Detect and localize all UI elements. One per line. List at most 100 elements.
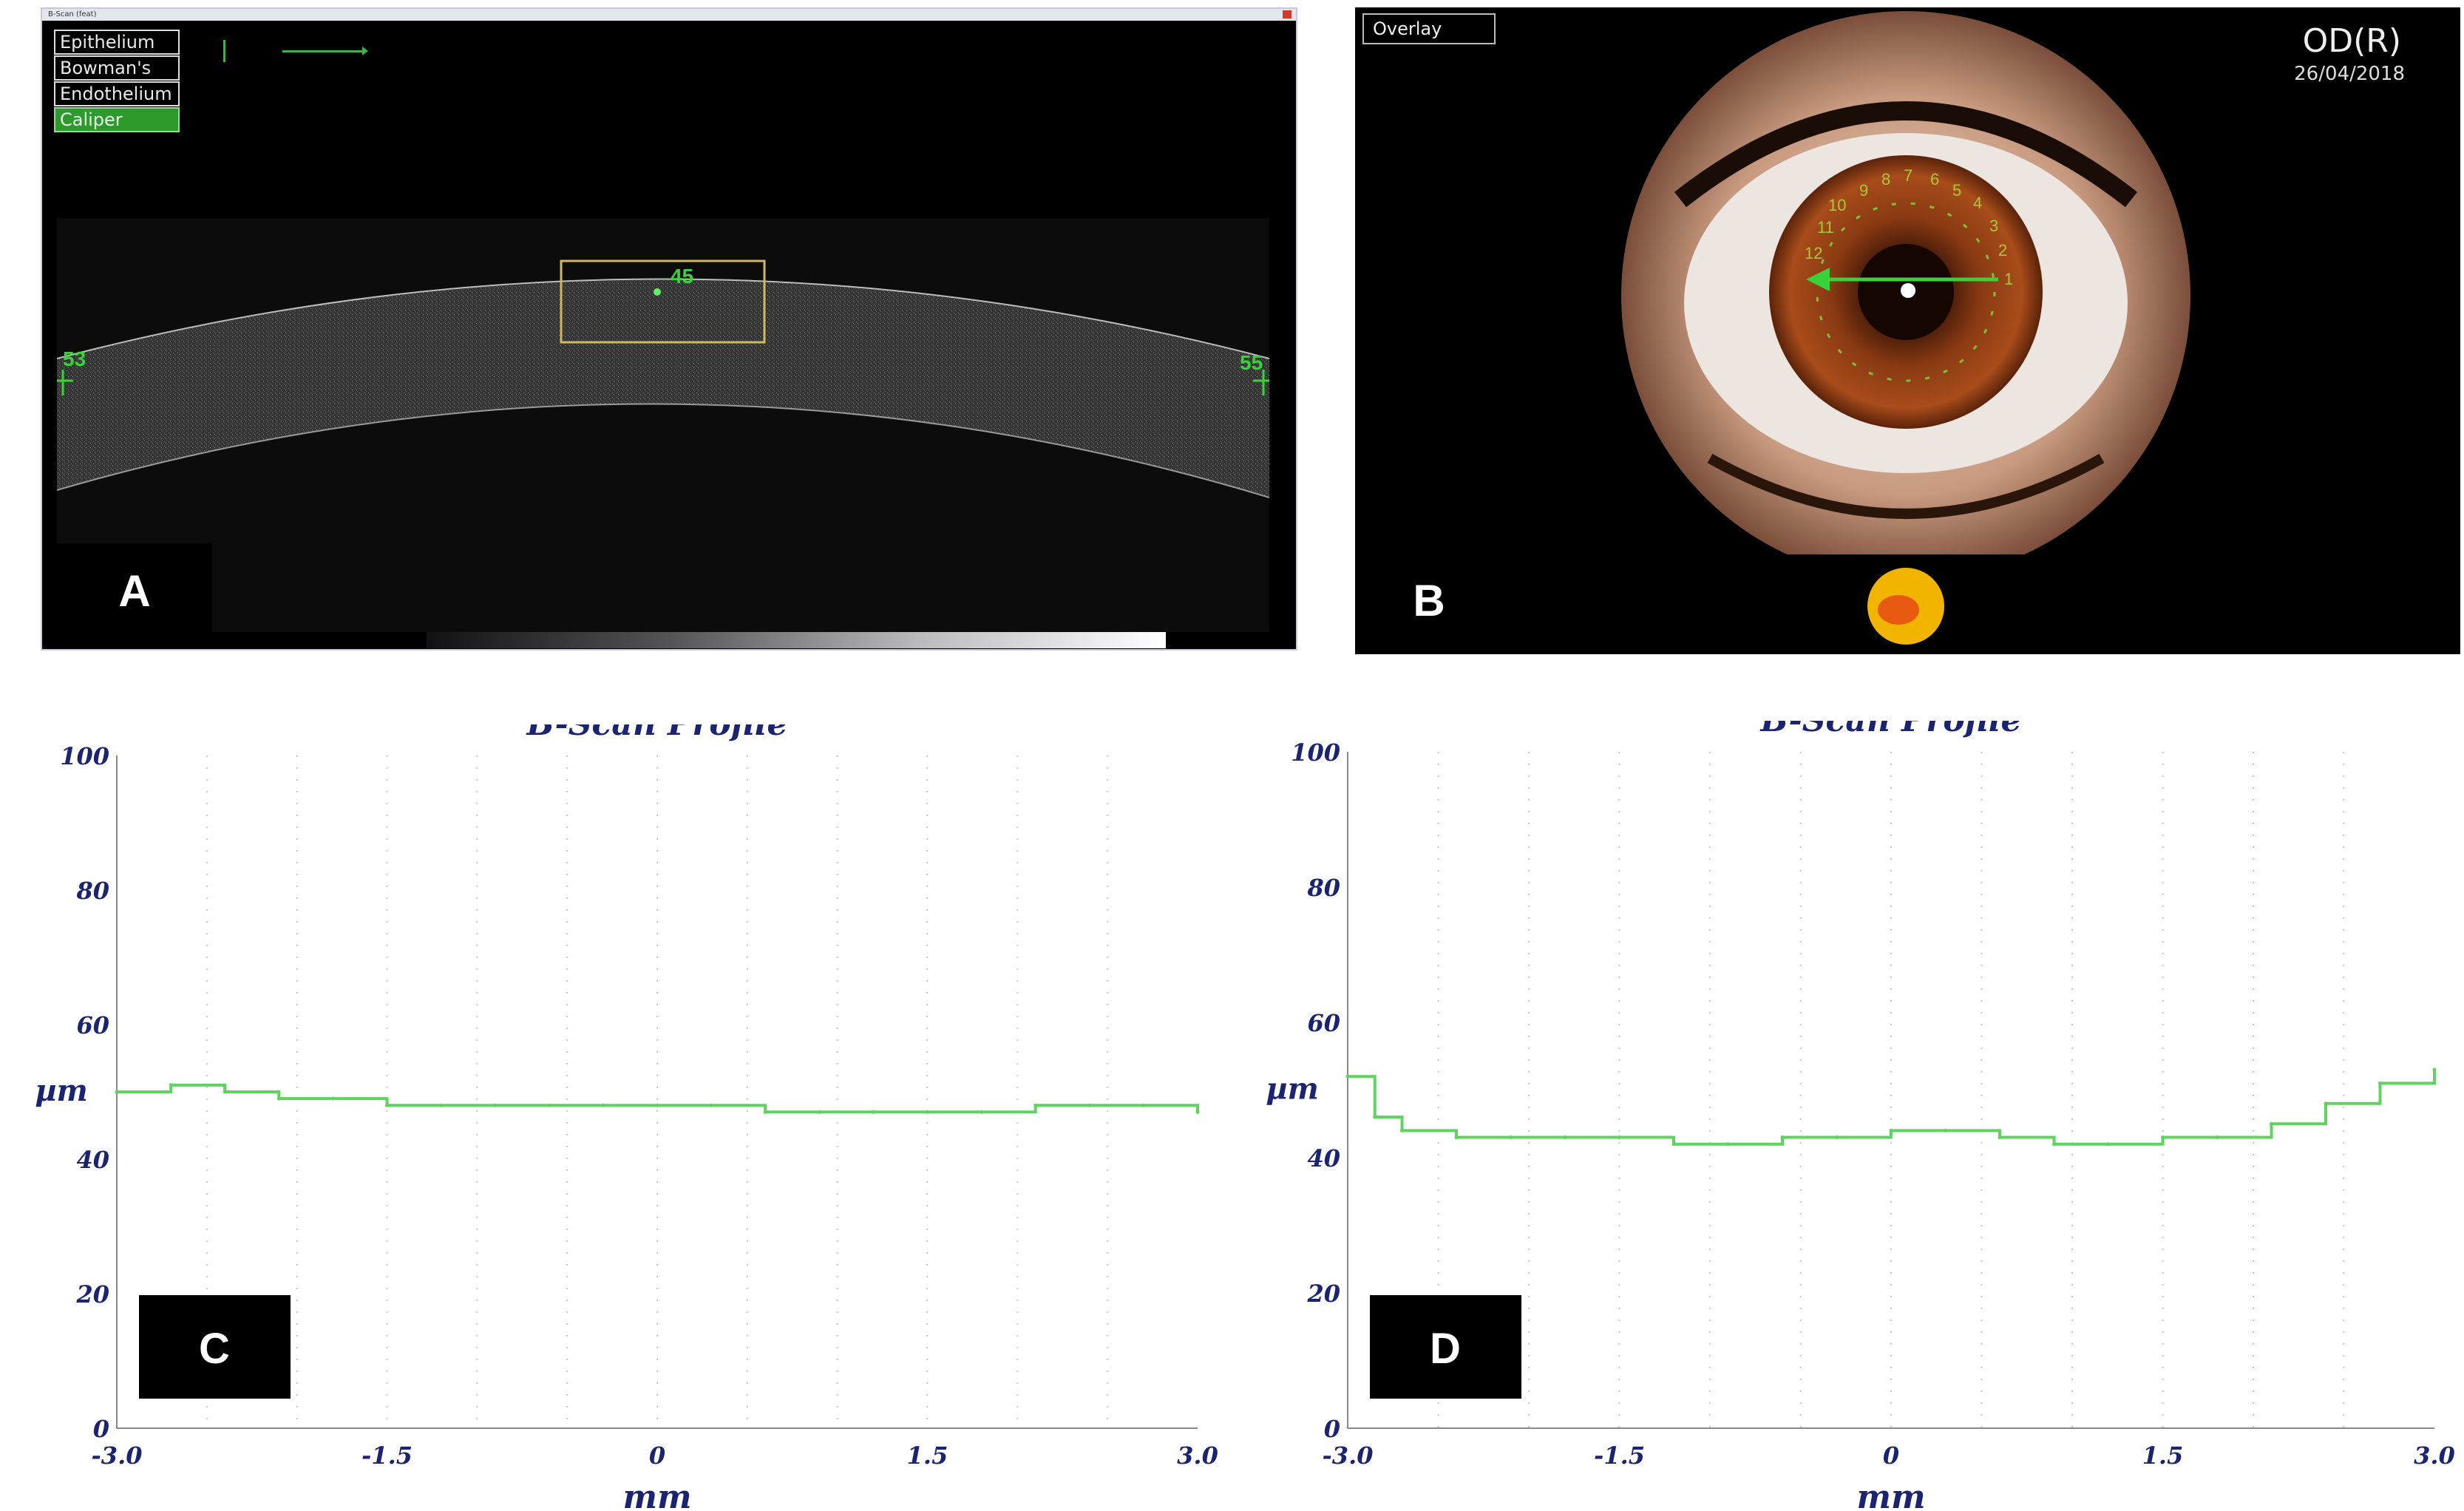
x-tick-label: 1.5 <box>2142 1442 2184 1470</box>
clock-number-11: 11 <box>1817 218 1834 237</box>
caliper-box <box>560 259 766 344</box>
profile-point <box>1400 1128 1404 1133</box>
x-axis-label: mm <box>622 1478 691 1511</box>
profile-point <box>1998 1135 2002 1140</box>
chart-title: B-Scan Profile <box>1759 721 2022 739</box>
profile-point <box>330 1096 335 1101</box>
profile-point <box>2106 1142 2111 1147</box>
scan-indicator <box>223 40 225 62</box>
profile-point <box>2052 1142 2056 1147</box>
y-tick-label: 80 <box>75 877 109 905</box>
y-tick-label: 60 <box>76 1011 109 1039</box>
profile-point <box>926 1110 929 1114</box>
eye-identifier: OD(R) <box>2302 22 2401 60</box>
x-tick-label: 3.0 <box>2414 1442 2455 1470</box>
profile-point <box>1944 1128 1947 1133</box>
x-tick-label: -1.5 <box>1594 1442 1645 1470</box>
profile-point <box>547 1103 551 1107</box>
x-tick-label: -3.0 <box>1323 1442 1374 1470</box>
profile-point <box>169 1083 173 1087</box>
y-tick-label: 0 <box>1324 1415 1340 1443</box>
right-thickness-value: 55 <box>1240 351 1263 374</box>
caliper-point <box>654 288 661 296</box>
y-tick-label: 0 <box>93 1415 109 1443</box>
bscan-window: B-Scan (feat) Epithelium Bowman's Endoth… <box>41 7 1297 651</box>
layer-endothelium[interactable]: Endothelium <box>54 81 180 106</box>
profile-point <box>493 1103 498 1107</box>
profile-point <box>2378 1081 2382 1085</box>
profile-point <box>763 1110 767 1114</box>
clock-number-10: 10 <box>1828 196 1846 214</box>
layer-epithelium[interactable]: Epithelium <box>54 30 180 55</box>
profile-point <box>1345 1074 1350 1079</box>
panel-label-c: C <box>199 1325 230 1373</box>
x-tick-label: 1.5 <box>907 1442 948 1470</box>
clock-number-4: 4 <box>1973 194 1982 212</box>
bscan-profile-chart-d: B-Scan Profile 0 20 40 60 80 100 -3.0 -1.5 0 1.5 3.… <box>1266 721 2455 1511</box>
profile-point <box>1034 1103 1038 1107</box>
y-tick-label: 100 <box>60 742 109 770</box>
clock-number-2: 2 <box>1998 241 2007 259</box>
clock-number-7: 7 <box>1904 166 1913 185</box>
y-tick-label: 20 <box>1306 1280 1340 1308</box>
profile-point <box>1087 1103 1092 1107</box>
y-tick-label: 60 <box>1307 1009 1340 1037</box>
overlay-arrow-head-icon <box>1806 268 1830 291</box>
lower-eyelashes <box>1707 453 2105 519</box>
profile-point <box>1563 1135 1567 1140</box>
profile-point <box>2324 1101 2328 1106</box>
cornea-scan-svg: 45 53 55 <box>56 259 1270 498</box>
profile-point <box>601 1103 605 1107</box>
y-tick-label: 20 <box>75 1280 109 1308</box>
eye-photo-svg: 1 2 3 4 5 6 7 8 9 10 11 12 <box>1355 11 2460 654</box>
layer-caliper[interactable]: Caliper <box>54 107 180 132</box>
panel-label-box <box>1370 1295 1521 1399</box>
profile-point <box>1373 1115 1377 1119</box>
profile-point <box>1454 1135 1459 1140</box>
overlay-button[interactable]: Overlay <box>1362 13 1496 44</box>
profile-point <box>1618 1135 1621 1140</box>
eye-image-panel: Overlay OD(R) 26/04/2018 <box>1355 7 2460 654</box>
layer-bowmans[interactable]: Bowman's <box>54 55 180 81</box>
profile-point <box>2270 1121 2273 1126</box>
panel-label-b: B <box>1355 551 1503 651</box>
profile-point <box>439 1103 444 1107</box>
profile-point <box>1141 1103 1146 1107</box>
x-tick-label: 0 <box>1883 1442 1899 1470</box>
panel-label-a: A <box>57 543 212 639</box>
y-tick-label: 80 <box>1306 874 1340 902</box>
x-tick-label: 0 <box>649 1442 665 1470</box>
profile-point <box>223 1090 227 1094</box>
chart-title: B-Scan Profile <box>526 724 788 743</box>
close-button[interactable] <box>1283 10 1292 18</box>
y-axis-label: µm <box>35 1073 88 1108</box>
clock-number-8: 8 <box>1881 170 1890 189</box>
y-tick-label: 40 <box>1307 1144 1340 1172</box>
cornea-band <box>57 279 1269 498</box>
profile-point <box>115 1090 119 1094</box>
x-tick-label: 3.0 <box>1177 1442 1218 1470</box>
profile-point <box>385 1103 389 1107</box>
profile-point <box>2161 1135 2165 1140</box>
center-thickness-value: 45 <box>671 265 693 288</box>
clock-number-1: 1 <box>2004 270 2013 288</box>
profile-point <box>1726 1142 1730 1147</box>
panel-label-d: D <box>1430 1325 1461 1373</box>
clock-number-12: 12 <box>1805 244 1822 262</box>
exam-date: 26/04/2018 <box>2294 63 2405 85</box>
clock-numbers: 1 2 3 4 5 6 7 8 9 10 11 12 <box>1805 166 2013 288</box>
profile-point <box>817 1110 821 1114</box>
scan-area: 45 53 55 <box>56 218 1270 632</box>
y-axis-label: µm <box>1266 1072 1319 1107</box>
x-tick-label: -1.5 <box>362 1442 413 1470</box>
profile-point <box>980 1110 984 1114</box>
clock-dial <box>1816 202 1996 382</box>
profile-point <box>2432 1067 2437 1072</box>
profile-point <box>1835 1135 1839 1140</box>
profile-point <box>1671 1142 1676 1147</box>
cornea-anterior-edge <box>56 278 1270 359</box>
profile-point <box>1509 1135 1513 1140</box>
y-tick-label: 40 <box>76 1146 109 1174</box>
x-tick-label: -3.0 <box>92 1442 143 1470</box>
upper-eyelashes <box>1674 101 2138 208</box>
